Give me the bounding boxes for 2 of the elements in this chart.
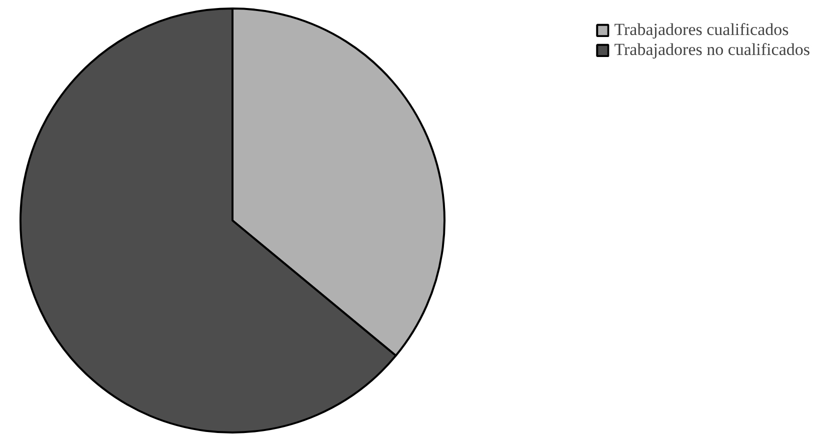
legend-label: Trabajadores no cualificados	[614, 40, 810, 60]
legend-label: Trabajadores cualificados	[614, 20, 789, 40]
